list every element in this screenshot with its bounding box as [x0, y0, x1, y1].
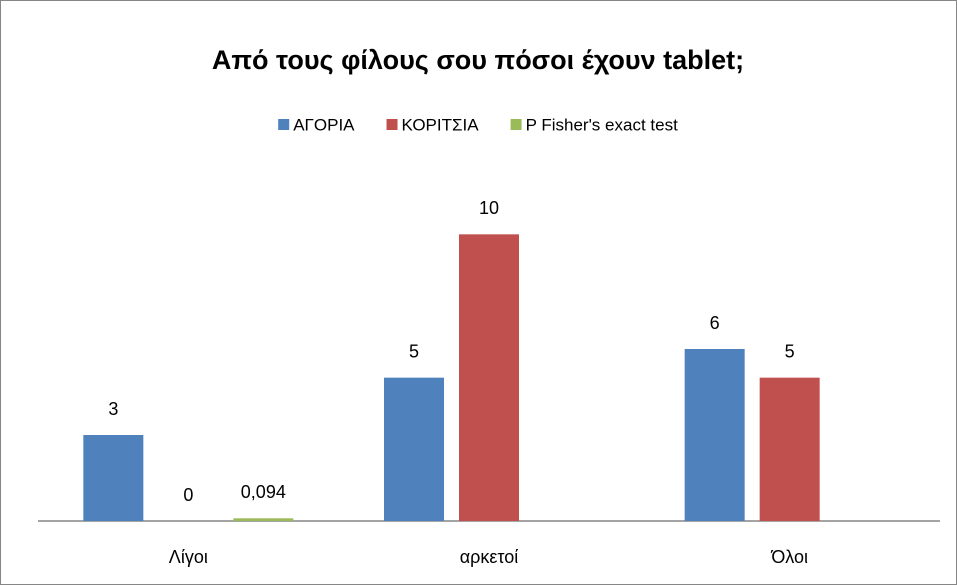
legend-label: ΚΟΡΙΤΣΙΑ: [402, 115, 480, 134]
chart-title: Από τους φίλους σου πόσοι έχουν tablet;: [212, 45, 744, 75]
data-label: 5: [785, 341, 795, 361]
bar: [384, 377, 444, 521]
legend-swatch: [278, 119, 290, 130]
data-label: 6: [710, 313, 720, 333]
data-label: 0,094: [241, 482, 286, 502]
bar: [83, 435, 144, 521]
legend-label: P Fisher's exact test: [526, 115, 678, 134]
data-label: 10: [479, 198, 499, 218]
bar: [759, 377, 820, 521]
legend-label: ΑΓΟΡΙΑ: [293, 115, 355, 134]
bar: [233, 518, 294, 521]
bar: [684, 349, 745, 521]
data-label: 3: [108, 399, 118, 419]
legend-swatch: [510, 119, 522, 130]
data-label: 0: [183, 485, 193, 505]
x-tick-label: Λίγοι: [169, 547, 208, 567]
x-tick-label: Όλοι: [770, 547, 808, 567]
legend-swatch: [386, 119, 398, 130]
x-tick-label: αρκετοί: [460, 547, 519, 567]
bar: [459, 234, 519, 522]
data-label: 5: [409, 341, 419, 361]
